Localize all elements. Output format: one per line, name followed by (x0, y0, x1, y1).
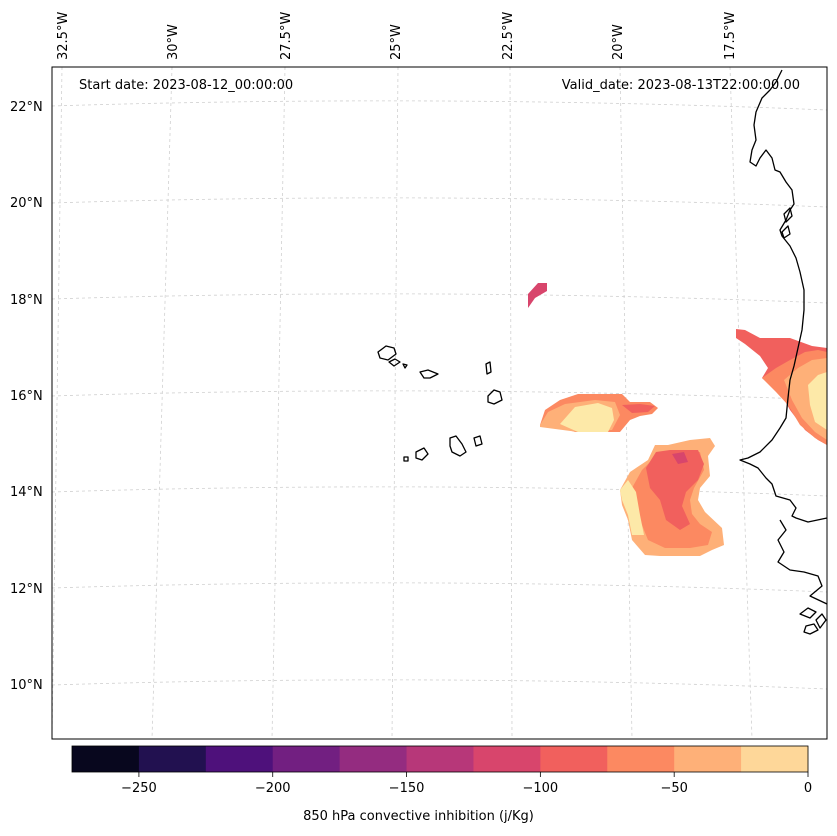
latitude-labels: 22°N 20°N 18°N 16°N 14°N 12°N 10°N (10, 100, 43, 693)
gulf-islands (781, 207, 793, 239)
colorbar-bin (272, 746, 341, 772)
colorbar-tick-label: −200 (255, 781, 291, 796)
lat-label: 12°N (10, 582, 43, 597)
lon-label: 20°W (611, 24, 626, 60)
parallel-12n (51, 582, 828, 593)
meridian-25w (391, 66, 399, 740)
colorbar-bins (72, 746, 809, 772)
lon-label: 22.5°W (501, 12, 516, 60)
colorbar-tick-label: 0 (804, 781, 812, 796)
parallel-22n (51, 100, 828, 111)
lat-label: 10°N (10, 678, 43, 693)
santo-antao-island (377, 345, 397, 361)
africa-coastline (739, 69, 828, 523)
meridian-32-5w (51, 66, 63, 740)
lat-label: 16°N (10, 389, 43, 404)
colorbar-title: 850 hPa convective inhibition (j/Kg) (303, 809, 534, 824)
lon-label: 25°W (389, 24, 404, 60)
colorbar-bin (607, 746, 675, 772)
parallel-18n (51, 293, 828, 304)
meridian-30w (151, 66, 173, 740)
maio-island (473, 435, 483, 447)
parallel-16n (51, 390, 828, 401)
meridian-27-5w (271, 66, 286, 740)
bijagos-islands (799, 607, 827, 635)
lon-label: 17.5°W (723, 12, 738, 60)
lat-label: 14°N (10, 485, 43, 500)
colorbar-tick-label: −150 (389, 781, 425, 796)
brava-island (403, 456, 409, 462)
fogo-island (415, 447, 429, 461)
colorbar-bin (674, 746, 742, 772)
santa-luzia-island (402, 363, 408, 369)
lat-label: 20°N (10, 196, 43, 211)
contour-cell-south-inner (646, 450, 704, 530)
parallel-20n (51, 197, 828, 208)
colorbar-bin (741, 746, 809, 772)
colorbar-bin (339, 746, 408, 772)
meridian-17-5w (729, 66, 753, 740)
boa-vista-island (487, 389, 503, 405)
sao-nicolau-island (419, 369, 439, 379)
sal-island (485, 361, 492, 375)
valid-date-annotation: Valid_date: 2023-08-13T22:00:00.00 (561, 78, 800, 93)
contour-cell-south-core (672, 452, 688, 464)
colorbar: −250 −200 −150 −100 −50 0 (71, 745, 812, 796)
colorbar-bin (72, 746, 140, 772)
sao-vicente-island (388, 358, 401, 367)
lat-label: 18°N (10, 293, 43, 308)
colorbar-tick-label: −250 (121, 781, 157, 796)
map-border (51, 66, 828, 740)
africa-coastline-south (777, 519, 828, 605)
contour-cell-central-inner (560, 403, 614, 432)
colorbar-tick-label: −50 (660, 781, 687, 796)
start-date-annotation: Start date: 2023-08-12_00:00:00 (79, 78, 294, 93)
lon-label: 30°W (166, 24, 181, 60)
lon-label: 32.5°W (56, 12, 71, 60)
gridlines (51, 66, 828, 740)
contour-cell-south-edge (620, 480, 644, 535)
meridian-22-5w (509, 66, 513, 740)
colorbar-bin (138, 746, 207, 772)
colorbar-bin (540, 746, 608, 772)
lat-label: 22°N (10, 100, 43, 115)
contour-cell-central-core (622, 404, 655, 413)
map-background (52, 67, 827, 739)
santiago-island (449, 435, 467, 457)
parallel-10n (51, 679, 828, 690)
parallel-14n (51, 486, 828, 497)
colorbar-bin (473, 746, 541, 772)
lon-label: 27.5°W (279, 12, 294, 60)
colorbar-bin (406, 746, 474, 772)
colorbar-bin (205, 746, 274, 772)
cin-contours (528, 283, 827, 556)
contour-cell-north (528, 283, 547, 308)
colorbar-ticks: −250 −200 −150 −100 −50 0 (121, 772, 812, 796)
contour-cell-east-core (808, 372, 827, 430)
colorbar-tick-label: −100 (523, 781, 559, 796)
longitude-labels: 32.5°W 30°W 27.5°W 25°W 22.5°W 20°W 17.5… (56, 12, 738, 60)
coastlines (377, 69, 828, 635)
colorbar-frame (71, 745, 809, 773)
